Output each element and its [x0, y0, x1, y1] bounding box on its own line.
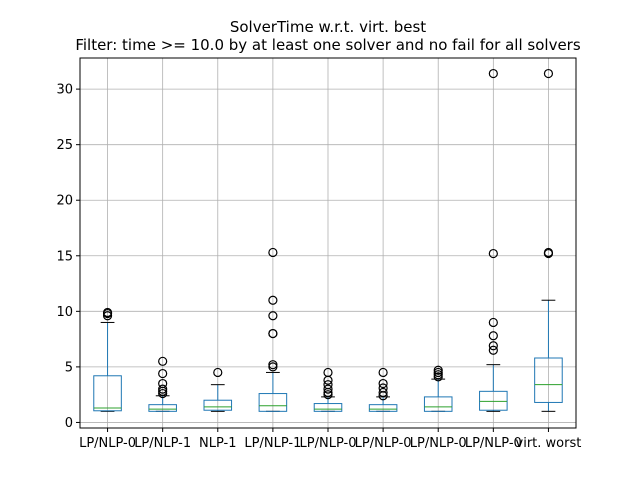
- flier-point-3: [323, 380, 333, 390]
- flier-point-3: [268, 328, 278, 339]
- y-tick-label-6: 30: [56, 83, 73, 98]
- flier-point-4: [158, 368, 168, 379]
- flier-point-3: [488, 317, 498, 328]
- x-tick-label-6: LP/NLP-0: [410, 436, 467, 451]
- y-axis: 0 5 10 15 20 25 30: [56, 83, 80, 431]
- flier-point-5: [158, 356, 168, 366]
- flier-point-0: [488, 345, 498, 355]
- chart-subtitle: Filter: time >= 10.0 by at least one sol…: [75, 36, 581, 54]
- flier-point-5: [268, 295, 278, 305]
- y-tick-label-3: 15: [56, 249, 73, 264]
- flier-point-1: [488, 341, 498, 351]
- flier-point-1: [378, 387, 388, 398]
- box-group-3: [258, 247, 288, 412]
- box: [313, 403, 343, 412]
- flier-point-5: [323, 367, 333, 378]
- flier-point-2: [378, 383, 388, 393]
- box-group-2: [203, 367, 233, 412]
- box-group-5: [368, 367, 398, 412]
- box: [148, 404, 177, 412]
- grid-lines: [80, 58, 576, 428]
- box-group-4: [313, 367, 343, 412]
- flier-point-3: [158, 378, 168, 389]
- x-tick-label-1: LP/NLP-1: [134, 436, 191, 451]
- flier-point-1: [268, 360, 278, 370]
- y-tick-label-4: 20: [56, 194, 73, 209]
- y-tick-label-2: 10: [56, 305, 73, 320]
- box-group-0: [93, 307, 122, 412]
- x-tick-label-8: virt. worst: [516, 436, 582, 451]
- box: [203, 399, 233, 411]
- flier-point-4: [488, 248, 498, 259]
- box-group-1: [148, 356, 177, 412]
- flier-point-2: [488, 331, 498, 341]
- y-tick-label-0: 0: [65, 416, 73, 431]
- x-tick-label-5: LP/NLP-0: [355, 436, 412, 451]
- flier-point-6: [268, 247, 278, 258]
- flier-point-2: [102, 307, 113, 318]
- plot-area: [93, 68, 563, 412]
- box-group-7: [479, 68, 508, 412]
- box: [93, 375, 122, 412]
- flier-point-0: [213, 367, 223, 378]
- flier-point-5: [488, 68, 498, 79]
- flier-point-2: [323, 384, 333, 394]
- flier-point-2: [543, 68, 554, 79]
- flier-point-3: [433, 365, 443, 375]
- x-tick-label-7: LP/NLP-0: [465, 436, 522, 451]
- x-tick-label-3: LP/NLP-1: [244, 436, 301, 451]
- flier-point-2: [158, 384, 168, 394]
- flier-point-1: [543, 247, 554, 258]
- y-tick-label-1: 5: [65, 360, 73, 375]
- box-group-8: [534, 68, 563, 412]
- flier-point-4: [268, 311, 278, 321]
- y-tick-label-5: 25: [56, 138, 73, 153]
- box: [534, 357, 563, 403]
- chart-title: SolverTime w.r.t. virt. best: [230, 18, 426, 36]
- x-axis: LP/NLP-0LP/NLP-1 NLP-1 LP/NLP-1LP/NLP-0LP/…: [79, 428, 581, 451]
- x-tick-label-0: LP/NLP-0: [79, 436, 136, 451]
- box: [479, 390, 508, 411]
- x-tick-label-2: NLP-1: [199, 436, 236, 451]
- flier-point-4: [378, 367, 388, 378]
- x-tick-label-4: LP/NLP-0: [300, 436, 357, 451]
- flier-point-3: [378, 378, 388, 389]
- box: [423, 396, 453, 412]
- box: [258, 393, 288, 412]
- box-group-6: [423, 365, 453, 412]
- box: [368, 404, 398, 412]
